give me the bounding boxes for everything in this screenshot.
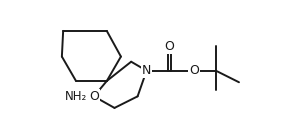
Text: NH₂: NH₂	[65, 90, 87, 103]
Text: O: O	[89, 90, 99, 103]
Text: N: N	[142, 64, 151, 77]
Text: O: O	[189, 64, 199, 77]
Text: O: O	[165, 40, 175, 53]
